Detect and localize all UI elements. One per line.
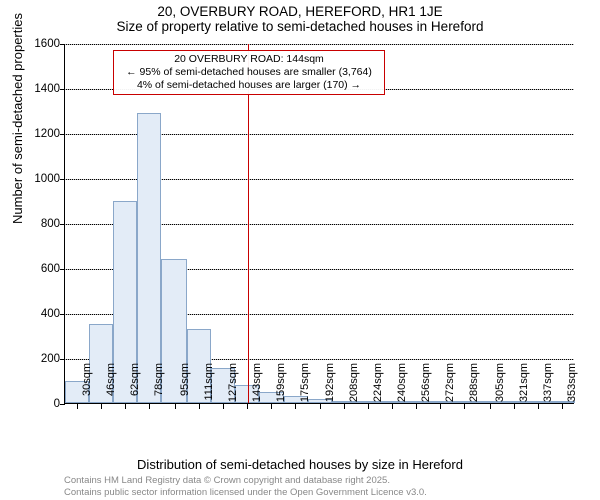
ytick-mark	[60, 359, 65, 360]
xtick-mark	[416, 404, 417, 409]
xtick-mark	[77, 404, 78, 409]
plot-region: 0200400600800100012001400160030sqm46sqm6…	[64, 44, 574, 404]
xtick-mark	[440, 404, 441, 409]
annotation-box: 20 OVERBURY ROAD: 144sqm← 95% of semi-de…	[113, 50, 385, 95]
xtick-label: 30sqm	[81, 363, 93, 411]
xtick-label: 272sqm	[444, 363, 456, 411]
xtick-label: 288sqm	[468, 363, 480, 411]
ytick-label: 600	[20, 263, 60, 275]
xtick-label: 46sqm	[105, 363, 117, 411]
xtick-label: 95sqm	[179, 363, 191, 411]
ytick-mark	[60, 179, 65, 180]
xtick-mark	[247, 404, 248, 409]
ytick-label: 800	[20, 218, 60, 230]
xtick-mark	[271, 404, 272, 409]
ytick-label: 400	[20, 308, 60, 320]
xtick-mark	[490, 404, 491, 409]
xtick-label: 353sqm	[566, 363, 578, 411]
xtick-label: 240sqm	[396, 363, 408, 411]
ytick-mark	[60, 44, 65, 45]
xtick-mark	[149, 404, 150, 409]
xtick-mark	[538, 404, 539, 409]
xtick-mark	[320, 404, 321, 409]
xtick-mark	[101, 404, 102, 409]
xtick-mark	[295, 404, 296, 409]
xtick-mark	[175, 404, 176, 409]
footer-line2: Contains public sector information licen…	[64, 487, 427, 498]
xtick-mark	[223, 404, 224, 409]
xtick-label: 337sqm	[542, 363, 554, 411]
ytick-label: 1400	[20, 83, 60, 95]
xtick-mark	[514, 404, 515, 409]
xtick-mark	[125, 404, 126, 409]
xtick-label: 159sqm	[275, 363, 287, 411]
annot-line2: ← 95% of semi-detached houses are smalle…	[118, 66, 380, 79]
chart-title: 20, OVERBURY ROAD, HEREFORD, HR1 1JE Siz…	[0, 0, 600, 34]
ytick-label: 200	[20, 353, 60, 365]
x-axis-label: Distribution of semi-detached houses by …	[0, 457, 600, 472]
ytick-label: 1200	[20, 128, 60, 140]
footer-line1: Contains HM Land Registry data © Crown c…	[64, 475, 427, 486]
xtick-label: 321sqm	[518, 363, 530, 411]
footer-attribution: Contains HM Land Registry data © Crown c…	[64, 475, 427, 498]
xtick-mark	[199, 404, 200, 409]
xtick-label: 62sqm	[129, 363, 141, 411]
ytick-mark	[60, 224, 65, 225]
ytick-mark	[60, 89, 65, 90]
histogram-bar	[137, 113, 161, 403]
xtick-label: 175sqm	[299, 363, 311, 411]
xtick-label: 192sqm	[324, 363, 336, 411]
xtick-label: 256sqm	[420, 363, 432, 411]
ytick-label: 1000	[20, 173, 60, 185]
annot-line3: 4% of semi-detached houses are larger (1…	[118, 79, 380, 92]
title-line1: 20, OVERBURY ROAD, HEREFORD, HR1 1JE	[0, 4, 600, 19]
ytick-label: 1600	[20, 38, 60, 50]
xtick-mark	[464, 404, 465, 409]
xtick-label: 143sqm	[251, 363, 263, 411]
gridline-h	[65, 44, 574, 45]
xtick-label: 111sqm	[203, 363, 215, 411]
ytick-mark	[60, 314, 65, 315]
chart-area: 0200400600800100012001400160030sqm46sqm6…	[64, 44, 574, 404]
reference-line	[248, 44, 249, 403]
xtick-mark	[344, 404, 345, 409]
xtick-label: 224sqm	[372, 363, 384, 411]
xtick-mark	[392, 404, 393, 409]
ytick-mark	[60, 404, 65, 405]
xtick-label: 305sqm	[494, 363, 506, 411]
ytick-mark	[60, 134, 65, 135]
ytick-mark	[60, 269, 65, 270]
xtick-label: 127sqm	[227, 363, 239, 411]
xtick-mark	[562, 404, 563, 409]
xtick-label: 78sqm	[153, 363, 165, 411]
xtick-label: 208sqm	[348, 363, 360, 411]
title-line2: Size of property relative to semi-detach…	[0, 19, 600, 34]
annot-line1: 20 OVERBURY ROAD: 144sqm	[118, 53, 380, 66]
ytick-label: 0	[20, 398, 60, 410]
xtick-mark	[368, 404, 369, 409]
